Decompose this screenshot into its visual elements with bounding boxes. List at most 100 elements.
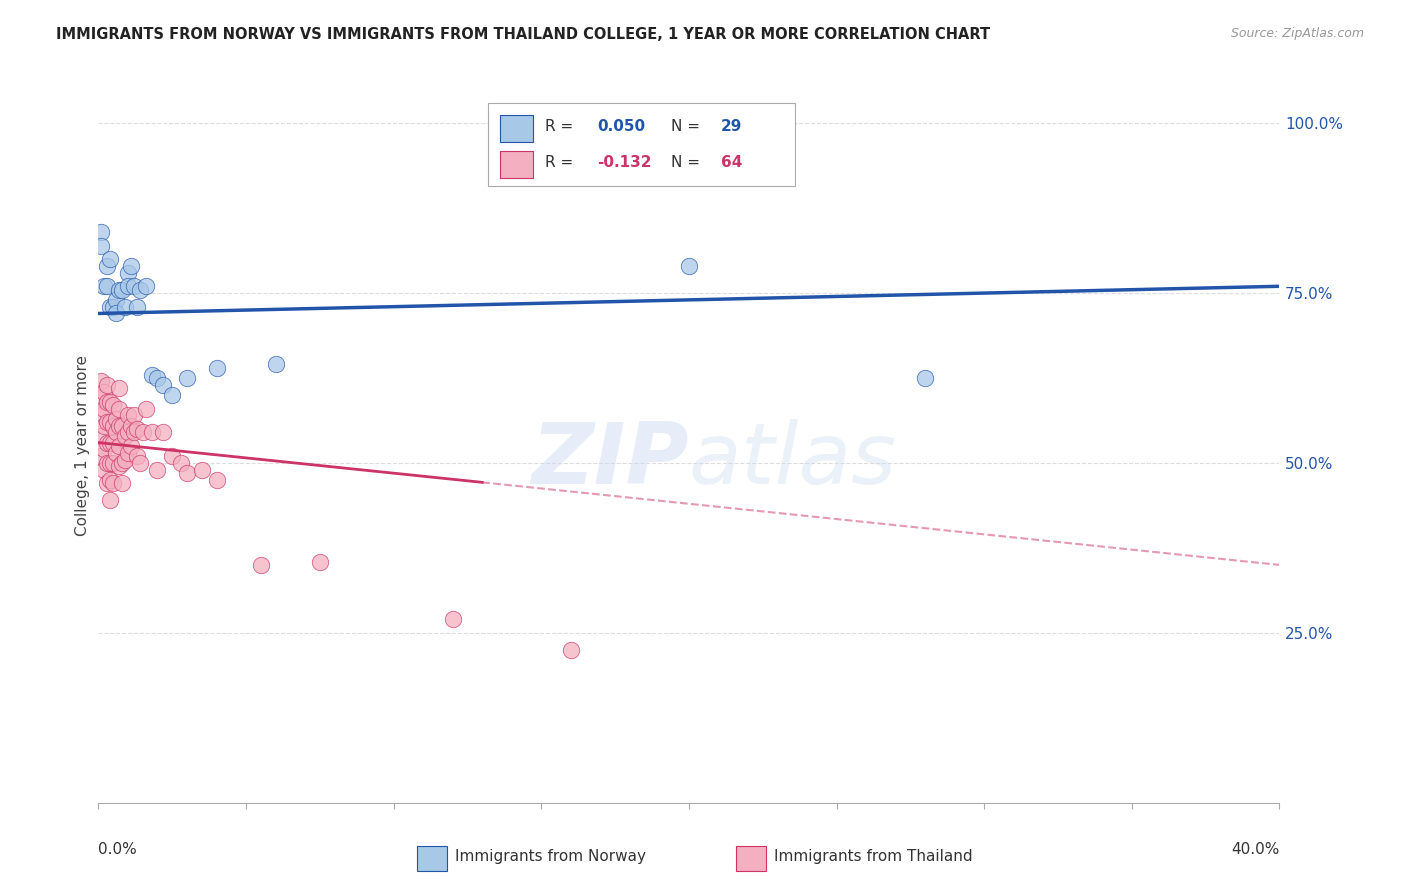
Text: -0.132: -0.132: [596, 155, 651, 170]
Point: [560, 643, 582, 657]
Point: [441, 612, 464, 626]
Point: [90, 429, 112, 443]
Point: [135, 401, 157, 416]
Point: [90, 225, 112, 239]
Point: [122, 279, 145, 293]
Point: [125, 300, 148, 314]
Point: [111, 476, 134, 491]
Point: [105, 446, 128, 460]
Point: [93, 463, 115, 477]
Point: [93, 384, 115, 399]
Point: [135, 279, 157, 293]
Point: [90, 238, 112, 252]
Point: [205, 473, 228, 487]
Text: atlas: atlas: [689, 418, 897, 502]
Point: [108, 439, 131, 453]
Bar: [418, 846, 447, 871]
Point: [96, 377, 118, 392]
Text: IMMIGRANTS FROM NORWAY VS IMMIGRANTS FROM THAILAND COLLEGE, 1 YEAR OR MORE CORRE: IMMIGRANTS FROM NORWAY VS IMMIGRANTS FRO…: [56, 27, 990, 42]
Text: Immigrants from Norway: Immigrants from Norway: [456, 849, 647, 863]
Point: [122, 409, 145, 423]
Point: [111, 456, 134, 470]
Bar: [501, 115, 533, 142]
Point: [176, 371, 198, 385]
Point: [152, 425, 174, 440]
Point: [111, 283, 134, 297]
Point: [96, 456, 118, 470]
Point: [117, 409, 139, 423]
Point: [108, 381, 131, 395]
Point: [309, 555, 332, 569]
Point: [96, 415, 118, 429]
Point: [98, 435, 121, 450]
Point: [191, 463, 214, 477]
Text: 40.0%: 40.0%: [1232, 842, 1279, 857]
Point: [114, 452, 136, 467]
Point: [914, 371, 936, 385]
Point: [90, 392, 112, 406]
Point: [125, 422, 148, 436]
Point: [96, 279, 118, 293]
Point: [141, 425, 163, 440]
Point: [105, 412, 128, 426]
Point: [120, 418, 142, 433]
Text: N =: N =: [671, 119, 704, 134]
Point: [105, 425, 128, 440]
Point: [105, 306, 128, 320]
Point: [103, 456, 125, 470]
Point: [90, 449, 112, 463]
Point: [125, 449, 148, 463]
Point: [152, 377, 174, 392]
FancyBboxPatch shape: [488, 103, 796, 186]
Point: [120, 259, 142, 273]
Point: [93, 279, 115, 293]
Text: 64: 64: [721, 155, 742, 170]
Point: [93, 418, 115, 433]
Text: Source: ZipAtlas.com: Source: ZipAtlas.com: [1230, 27, 1364, 40]
Point: [98, 456, 121, 470]
Point: [146, 463, 169, 477]
Point: [90, 375, 112, 389]
Point: [103, 418, 125, 433]
Point: [250, 558, 273, 572]
Text: 0.050: 0.050: [596, 119, 645, 134]
Text: 0.0%: 0.0%: [98, 842, 138, 857]
Point: [108, 459, 131, 474]
Point: [103, 476, 125, 491]
Point: [105, 293, 128, 307]
Y-axis label: College, 1 year or more: College, 1 year or more: [75, 356, 90, 536]
Point: [96, 259, 118, 273]
Point: [264, 358, 287, 372]
Point: [176, 466, 198, 480]
Text: ZIP: ZIP: [531, 418, 689, 502]
Point: [103, 435, 125, 450]
Point: [117, 425, 139, 440]
Point: [111, 418, 134, 433]
Point: [103, 300, 125, 314]
Point: [117, 266, 139, 280]
Point: [103, 398, 125, 412]
Point: [108, 401, 131, 416]
Bar: [737, 846, 766, 871]
Point: [114, 300, 136, 314]
Text: R =: R =: [546, 155, 578, 170]
Point: [162, 388, 183, 402]
Point: [117, 279, 139, 293]
Bar: [501, 151, 533, 178]
Point: [117, 446, 139, 460]
Text: Immigrants from Thailand: Immigrants from Thailand: [773, 849, 973, 863]
Point: [205, 360, 228, 375]
Point: [93, 442, 115, 457]
Point: [108, 283, 131, 297]
Point: [98, 493, 121, 508]
Point: [114, 429, 136, 443]
Point: [162, 449, 183, 463]
Point: [678, 259, 700, 273]
Point: [146, 371, 169, 385]
Text: 29: 29: [721, 119, 742, 134]
Text: R =: R =: [546, 119, 578, 134]
Point: [90, 409, 112, 423]
Point: [96, 394, 118, 409]
Point: [128, 456, 150, 470]
Point: [98, 300, 121, 314]
